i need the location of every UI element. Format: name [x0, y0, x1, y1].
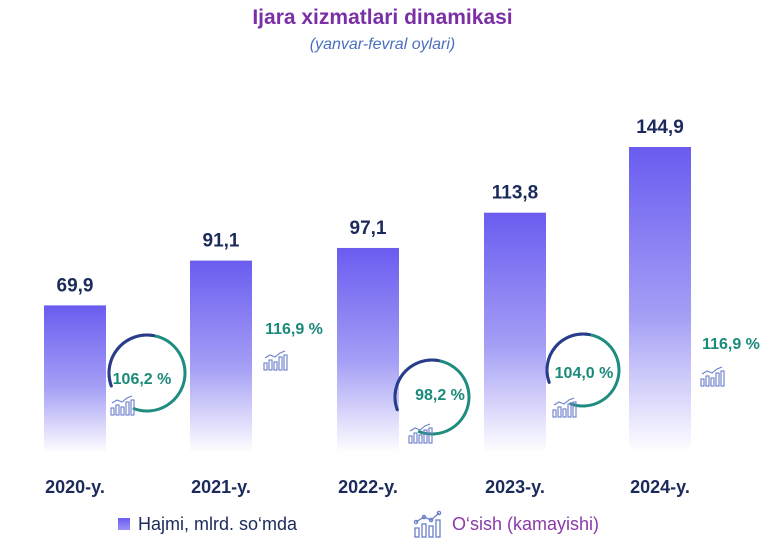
category-label: 2022-y.	[338, 477, 398, 497]
growth-label: 104,0 %	[555, 365, 614, 382]
bar-value-label: 91,1	[203, 231, 240, 252]
growth-label: 116,9 %	[702, 336, 760, 353]
legend-growth-label: O‘sish (kamayishi)	[452, 513, 600, 534]
growth-ring-accent	[107, 333, 156, 388]
growth-label: 106,2 %	[113, 371, 172, 388]
category-label: 2020-y.	[45, 477, 105, 497]
growth-chart-icon	[263, 350, 288, 371]
category-label: 2021-y.	[191, 477, 251, 497]
growth-label: 98,2 %	[415, 387, 465, 404]
legend-volume: Hajmi, mlrd. so‘mda	[118, 508, 297, 540]
legend-swatch	[118, 518, 130, 530]
growth-chart-icon	[110, 395, 135, 416]
bar	[337, 247, 399, 453]
bar-value-label: 69,9	[57, 275, 94, 296]
growth-chart-icon	[413, 510, 442, 538]
bar-chart: 69,9 2020-y. 91,1 2021-y. 97,1 2022-y. 113,8 20…	[44, 117, 760, 497]
chart-subtitle: (yanvar-fevral oylari)	[309, 36, 456, 53]
bar	[44, 305, 106, 453]
bar-value-label: 113,8	[492, 183, 539, 204]
bar	[190, 260, 252, 453]
bar-value-label: 144,9	[636, 117, 684, 138]
bar	[484, 212, 546, 453]
bar	[629, 147, 691, 453]
growth-label: 116,9 %	[265, 321, 323, 338]
bar-value-label: 97,1	[350, 218, 387, 239]
growth-chart-icon	[552, 397, 577, 418]
growth-ring-accent	[393, 358, 440, 412]
chart-title: Ijara xizmatlari dinamikasi	[252, 6, 513, 29]
growth-ring-accent	[545, 332, 591, 384]
growth-chart-icon	[700, 366, 725, 387]
category-label: 2023-y.	[485, 477, 545, 497]
legend-growth: O‘sish (kamayishi)	[412, 508, 599, 540]
category-label: 2024-y.	[630, 477, 690, 497]
legend-volume-label: Hajmi, mlrd. so‘mda	[138, 513, 298, 534]
growth-chart-icon	[408, 423, 433, 444]
